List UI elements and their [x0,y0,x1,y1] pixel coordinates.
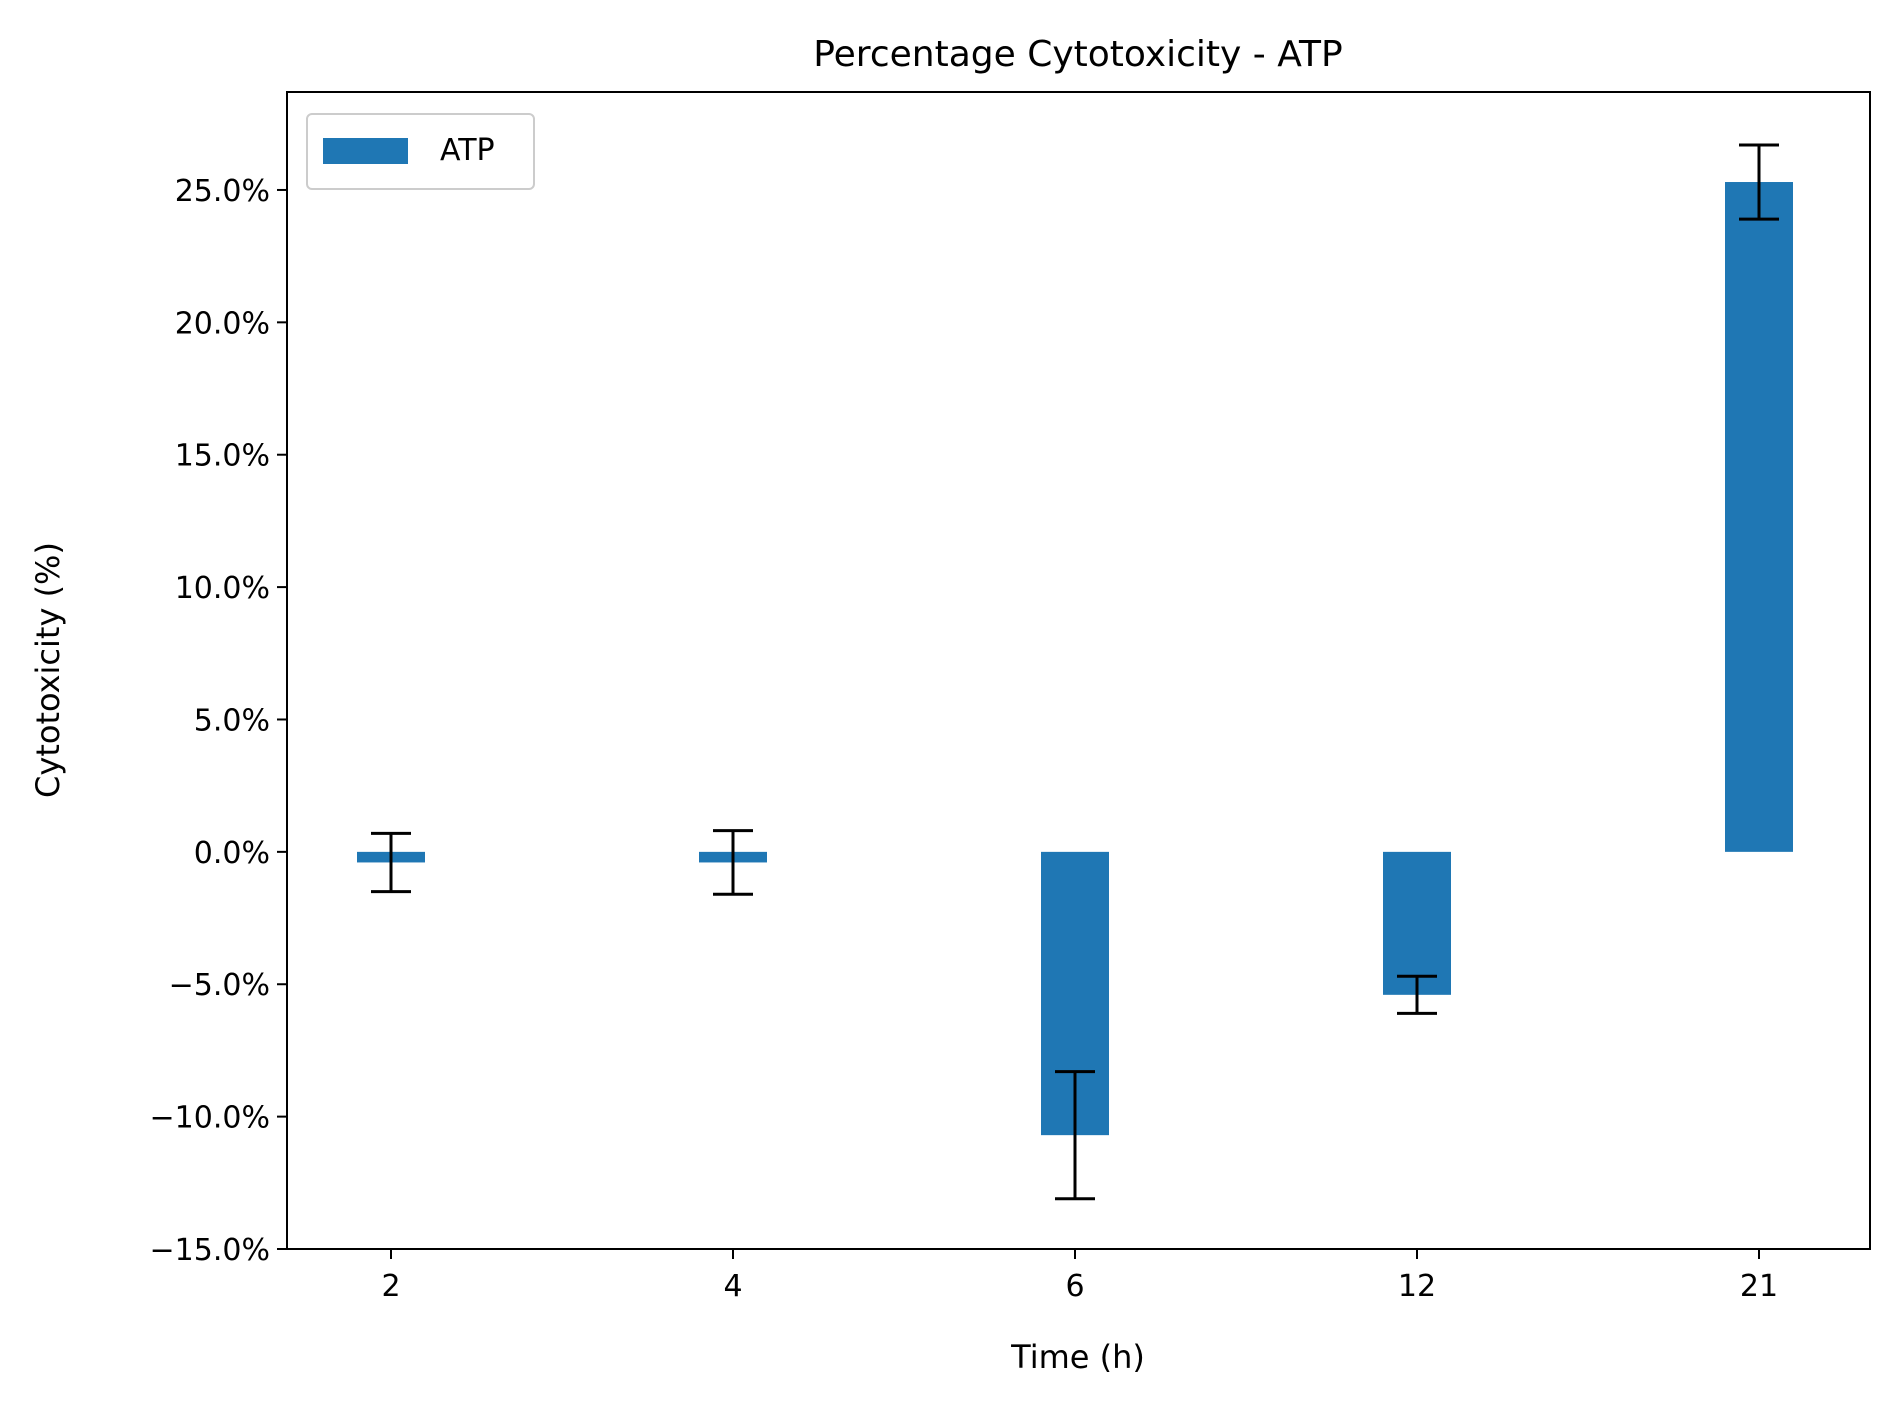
bar-12 [1383,851,1451,995]
y-tick-label: −15.0% [150,1233,270,1268]
y-tick-label: 0.0% [194,836,270,871]
y-tick-label: 10.0% [175,571,270,606]
x-tick-label: 6 [1065,1269,1084,1304]
x-tick-label: 2 [381,1269,400,1304]
error-bars-layer [371,143,1779,1201]
y-tick-label: 25.0% [175,174,270,209]
x-tick-label: 21 [1740,1269,1778,1304]
legend-box [306,113,535,190]
legend-swatch [323,138,408,164]
y-axis: −15.0% −10.0% −5.0% 0.0% 5.0% 10.0% 15.0% 20.0%… [150,174,287,1268]
bars-layer [357,182,1793,1136]
legend-label-atp: ATP [440,133,495,168]
x-axis: 2 4 6 12 21 [381,1249,1778,1304]
chart-title: Percentage Cytotoxicity - ATP [813,34,1343,75]
y-tick-label: −5.0% [169,968,270,1003]
bar-21 [1725,182,1793,852]
y-tick-label: 15.0% [175,439,270,474]
x-tick-label: 4 [723,1269,742,1304]
legend: ATP [306,113,535,190]
y-tick-label: 20.0% [175,306,270,341]
x-axis-label: Time (h) [1010,1338,1145,1376]
y-axis-label: Cytotoxicity (%) [29,542,67,798]
x-tick-label: 12 [1398,1269,1436,1304]
plot-frame [286,91,1871,1250]
y-tick-label: 5.0% [194,703,270,738]
y-tick-label: −10.0% [150,1101,270,1136]
